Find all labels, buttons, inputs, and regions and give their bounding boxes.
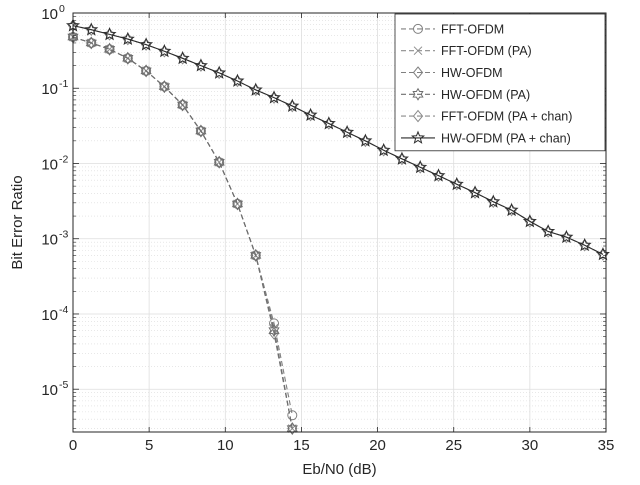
y-tick-exponent: -3 bbox=[59, 229, 68, 241]
y-axis-label: Bit Error Ratio bbox=[9, 175, 26, 269]
series-line bbox=[72, 36, 293, 429]
data-point bbox=[231, 197, 244, 211]
data-point bbox=[157, 43, 172, 58]
data-point bbox=[102, 27, 117, 41]
data-point bbox=[321, 116, 336, 130]
y-tick-label: 10 bbox=[41, 156, 58, 173]
data-point bbox=[195, 124, 207, 138]
data-point bbox=[175, 50, 190, 65]
x-tick-label: 10 bbox=[217, 437, 234, 454]
x-tick-label: 15 bbox=[293, 437, 310, 454]
data-point bbox=[140, 64, 152, 78]
legend-box bbox=[394, 13, 606, 152]
data-point bbox=[120, 31, 135, 46]
data-point bbox=[193, 58, 208, 72]
legend-marker bbox=[410, 130, 426, 144]
legend-label: HW-OFDM (PA) bbox=[441, 88, 530, 102]
data-point bbox=[431, 168, 446, 182]
legend-marker bbox=[412, 109, 424, 123]
y-tick-exponent: -4 bbox=[59, 304, 68, 316]
y-tick-label: 10 bbox=[41, 6, 58, 23]
y-tick-exponent: -1 bbox=[59, 78, 68, 90]
y-tick-exponent: 0 bbox=[59, 3, 65, 15]
x-tick-label: 35 bbox=[598, 437, 615, 454]
x-tick-label: 25 bbox=[445, 437, 462, 454]
series-4 bbox=[67, 30, 298, 436]
series-layer bbox=[65, 18, 610, 436]
data-point bbox=[84, 22, 99, 36]
x-tick-label: 30 bbox=[522, 437, 539, 454]
data-point bbox=[248, 82, 263, 96]
y-tick-label: 10 bbox=[41, 81, 58, 98]
data-point bbox=[504, 202, 519, 217]
legend: FFT-OFDM FFT-OFDM (PA) HW-OFDM HW-OFDM (PA)… bbox=[394, 13, 606, 152]
plot-frame bbox=[72, 12, 607, 433]
data-point bbox=[340, 124, 355, 139]
data-point bbox=[376, 142, 391, 157]
data-point bbox=[212, 65, 227, 79]
data-point bbox=[468, 185, 483, 199]
data-point bbox=[541, 224, 556, 238]
legend-label: FFT-OFDM bbox=[441, 22, 504, 36]
data-point bbox=[287, 410, 298, 421]
x-tick-labels: 0 5 10 15 20 25 30 35 bbox=[69, 437, 615, 454]
data-point bbox=[358, 133, 373, 147]
legend-label: HW-OFDM bbox=[441, 66, 503, 80]
data-point bbox=[267, 90, 282, 104]
x-tick-label: 0 bbox=[69, 437, 77, 454]
legend-marker bbox=[413, 46, 423, 56]
data-point bbox=[268, 324, 280, 338]
y-tick-exponent: -2 bbox=[59, 153, 68, 165]
data-point bbox=[103, 42, 116, 56]
legend-label: FFT-OFDM (PA) bbox=[441, 44, 532, 58]
legend-marker bbox=[412, 87, 424, 101]
data-point bbox=[394, 151, 409, 165]
data-point bbox=[250, 248, 262, 262]
legend-label: HW-OFDM (PA + chan) bbox=[441, 131, 571, 145]
x-axis-label: Eb/N0 (dB) bbox=[302, 461, 376, 478]
data-point bbox=[213, 155, 225, 169]
data-point bbox=[85, 36, 97, 50]
data-point bbox=[268, 327, 280, 340]
legend-label: FFT-OFDM (PA + chan) bbox=[441, 110, 572, 124]
data-point bbox=[522, 214, 537, 228]
data-point bbox=[139, 37, 154, 51]
data-point bbox=[413, 159, 428, 174]
data-point bbox=[577, 237, 592, 252]
y-tick-label: 10 bbox=[41, 382, 58, 399]
data-point bbox=[158, 80, 170, 94]
y-tick-label: 10 bbox=[41, 232, 58, 249]
data-point bbox=[303, 107, 318, 122]
y-tick-exponent: -5 bbox=[59, 379, 68, 391]
series-6 bbox=[65, 18, 610, 261]
data-point bbox=[559, 229, 574, 244]
data-point bbox=[177, 98, 189, 112]
data-point bbox=[595, 246, 610, 261]
data-point bbox=[286, 422, 298, 436]
y-tick-label: 10 bbox=[41, 307, 58, 324]
data-point bbox=[285, 98, 300, 113]
legend-marker bbox=[412, 66, 424, 79]
data-point bbox=[486, 194, 501, 208]
x-tick-label: 5 bbox=[145, 437, 153, 454]
legend-marker bbox=[413, 23, 423, 34]
data-point bbox=[449, 176, 464, 191]
data-point bbox=[122, 51, 134, 65]
x-tick-label: 20 bbox=[369, 437, 386, 454]
data-point bbox=[230, 73, 245, 87]
